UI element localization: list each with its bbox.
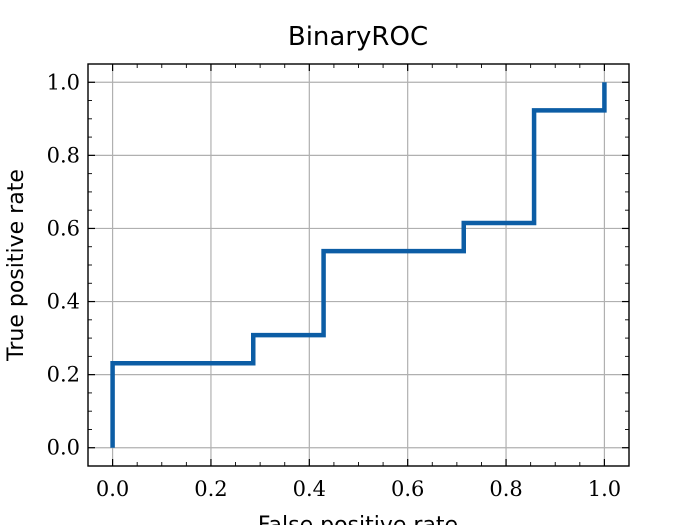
plot-frame (87, 63, 630, 467)
y-tick-label: 0.0 (47, 436, 80, 460)
y-tick-label: 0.8 (47, 143, 80, 167)
x-tick-label: 0.0 (96, 477, 129, 501)
y-axis-label: True positive rate (4, 169, 29, 362)
x-tick-label: 0.8 (489, 477, 522, 501)
y-tick-label: 1.0 (47, 70, 80, 94)
roc-curve-line (110, 82, 607, 448)
x-tick-label: 0.2 (194, 477, 227, 501)
y-tick-label: 0.4 (47, 290, 80, 314)
y-tick-label: 0.6 (47, 216, 80, 240)
x-tick-label: 0.4 (293, 477, 326, 501)
tick-labels: 0.0 0.2 0.4 0.6 0.8 1.0 0.0 0.2 0.4 0.6 0.8 1.0 (47, 70, 622, 501)
grid (88, 64, 629, 466)
series-layer (110, 82, 607, 448)
x-tick-label: 0.6 (391, 477, 424, 501)
ticks (87, 63, 630, 467)
y-tick-label: 0.2 (47, 363, 80, 387)
x-tick-label: 1.0 (588, 477, 621, 501)
x-axis-label: False positive rate (258, 513, 458, 525)
chart-title: BinaryROC (288, 22, 428, 52)
